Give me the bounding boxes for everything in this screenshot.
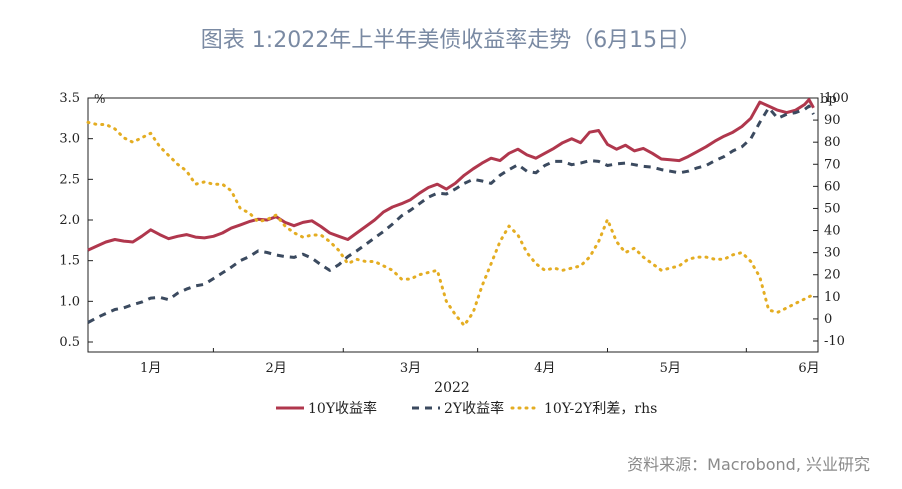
x-axis-year-label: 2022 xyxy=(434,380,470,396)
right-tick-label: 0 xyxy=(824,312,832,327)
legend-label: 10Y收益率 xyxy=(308,400,377,417)
left-tick-label: 0.5 xyxy=(59,335,80,350)
right-tick-label: 20 xyxy=(824,268,841,283)
axes: 3.53.02.52.01.51.00.51009080706050403020… xyxy=(59,91,849,376)
legend-label: 10Y-2Y利差，rhs xyxy=(544,401,657,417)
right-tick-label: 100 xyxy=(824,91,849,106)
right-tick-label: -10 xyxy=(824,334,845,349)
right-tick-label: 60 xyxy=(824,179,841,194)
source-note: 资料来源：Macrobond, 兴业研究 xyxy=(627,455,870,474)
month-label: 4月 xyxy=(534,361,555,376)
chart-title: 图表 1:2022年上半年美债收益率走势（6月15日） xyxy=(200,28,702,53)
left-tick-label: 2.5 xyxy=(59,172,80,187)
series-lines xyxy=(86,98,815,327)
legend: 10Y收益率 2Y收益率 10Y-2Y利差，rhs xyxy=(276,400,657,417)
plot-frame xyxy=(87,97,819,353)
right-tick-label: 10 xyxy=(824,290,841,305)
right-tick-label: 70 xyxy=(824,157,841,172)
legend-label: 2Y收益率 xyxy=(444,400,504,417)
left-tick-label: 1.5 xyxy=(59,254,80,269)
month-label: 2月 xyxy=(265,361,286,376)
left-tick-label: 2.0 xyxy=(59,213,80,228)
right-axis-unit: bp xyxy=(820,92,837,107)
series-2y-yield xyxy=(87,104,815,324)
month-label: 6月 xyxy=(798,361,819,376)
left-tick-label: 3.0 xyxy=(59,132,80,147)
right-tick-label: 80 xyxy=(824,135,841,150)
left-axis-unit: % xyxy=(94,92,105,106)
left-tick-label: 3.5 xyxy=(59,91,80,106)
right-tick-label: 50 xyxy=(824,201,841,216)
month-label: 1月 xyxy=(140,361,161,376)
plot-border xyxy=(87,97,819,353)
left-tick-label: 1.0 xyxy=(59,294,80,309)
series-10y-2y-spread xyxy=(86,120,815,327)
month-label: 5月 xyxy=(660,361,681,376)
month-label: 3月 xyxy=(400,361,421,376)
right-tick-label: 40 xyxy=(824,224,841,239)
series-10y-yield xyxy=(87,98,815,252)
right-tick-label: 90 xyxy=(824,113,841,128)
right-tick-label: 30 xyxy=(824,246,841,261)
